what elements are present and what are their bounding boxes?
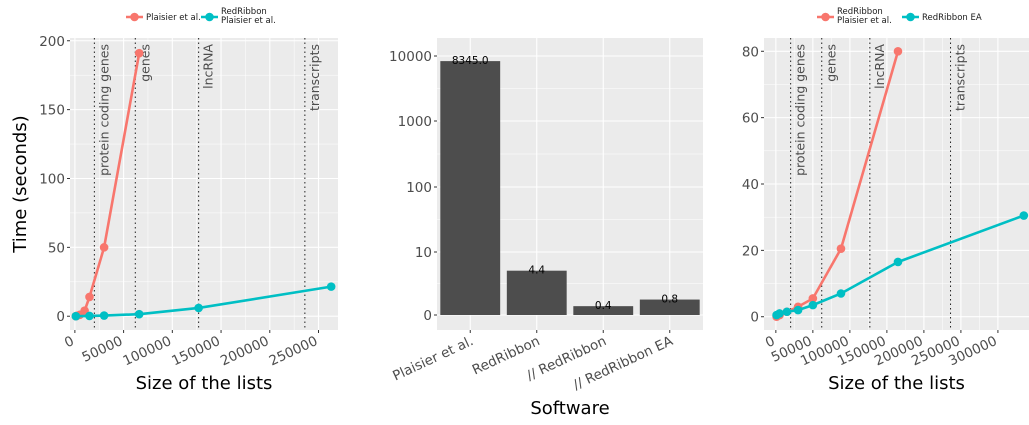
reference-line-label: protein coding genes: [793, 44, 808, 176]
bar-value-label: 8345.0: [452, 55, 489, 67]
y-tick-label: 80: [742, 44, 759, 60]
y-tick-label: 200: [39, 34, 65, 50]
legend: RedRibbon Plaisier et al. RedRibbon EA: [817, 7, 982, 26]
data-point: [134, 48, 144, 58]
bar: [506, 270, 567, 315]
data-point: [85, 311, 94, 321]
reference-line-label: transcripts: [307, 44, 322, 111]
x-tick-label: 100000: [121, 333, 174, 369]
data-point: [808, 294, 818, 303]
x-tick-label: 150000: [169, 333, 222, 369]
y-tick-label: 1000: [398, 114, 432, 130]
data-point: [793, 305, 803, 315]
bar-value-label: 0.4: [595, 300, 612, 312]
bar: [573, 306, 634, 315]
data-point: [194, 303, 203, 313]
data-point: [85, 292, 94, 302]
x-tick-label: 200000: [218, 333, 271, 369]
legend-label: RedRibbon Plaisier et al.: [221, 7, 276, 26]
legend-key-point: [130, 12, 139, 22]
bar-value-label: 0.8: [661, 294, 678, 306]
legend-key-point: [906, 12, 915, 22]
data-point: [1019, 211, 1029, 220]
x-axis-title: Size of the lists: [828, 373, 965, 394]
x-tick-label: 0: [62, 333, 77, 351]
data-point: [893, 257, 903, 267]
data-point: [326, 282, 336, 291]
legend-key-point: [205, 12, 214, 22]
y-tick-label: 40: [742, 177, 759, 193]
y-tick-label: 0: [423, 308, 432, 324]
legend-label: RedRibbon Plaisier et al.: [837, 7, 892, 26]
y-tick-label: 10: [415, 245, 432, 261]
y-tick-label: 150: [39, 103, 65, 119]
y-tick-label: 50: [48, 240, 65, 256]
y-tick-label: 100: [406, 180, 432, 196]
data-point: [99, 311, 109, 320]
y-tick-label: 20: [742, 243, 759, 259]
panel-2: 0204060800500001000001500002000002500003…: [742, 7, 1029, 394]
x-tick-label: 50000: [80, 333, 126, 366]
data-point: [71, 311, 81, 321]
bar: [440, 61, 501, 316]
x-tick-label: 250000: [267, 333, 320, 369]
reference-line-label: transcripts: [953, 44, 968, 111]
reference-line-label: lncRNA: [201, 44, 216, 89]
y-tick-label: 0: [750, 310, 759, 326]
bar-value-label: 4.4: [528, 265, 545, 277]
y-tick-label: 60: [742, 111, 759, 127]
reference-line-label: genes: [824, 44, 839, 82]
data-point: [775, 309, 784, 318]
x-tick-label: Plaisier et al.: [390, 333, 476, 384]
data-point: [836, 289, 846, 298]
data-point: [836, 244, 846, 254]
y-tick-label: 10000: [389, 49, 432, 65]
legend: Plaisier et al. RedRibbon Plaisier et al.: [126, 7, 276, 26]
legend-label: RedRibbon EA: [922, 13, 982, 23]
legend-label: Plaisier et al.: [146, 13, 201, 23]
data-point: [99, 243, 109, 252]
reference-line-label: protein coding genes: [96, 44, 111, 176]
data-point: [782, 307, 792, 317]
y-tick-label: 100: [39, 171, 65, 187]
reference-line-label: lncRNA: [872, 44, 887, 89]
y-tick-label: 0: [56, 309, 65, 325]
y-axis-title: Time (seconds): [10, 115, 31, 253]
data-point: [134, 309, 144, 319]
x-axis-title: Size of the lists: [136, 373, 273, 394]
bar: [639, 299, 700, 315]
x-axis-title: Software: [530, 398, 609, 419]
data-point: [808, 300, 818, 310]
data-point: [893, 46, 903, 56]
legend-key-point: [821, 12, 830, 22]
